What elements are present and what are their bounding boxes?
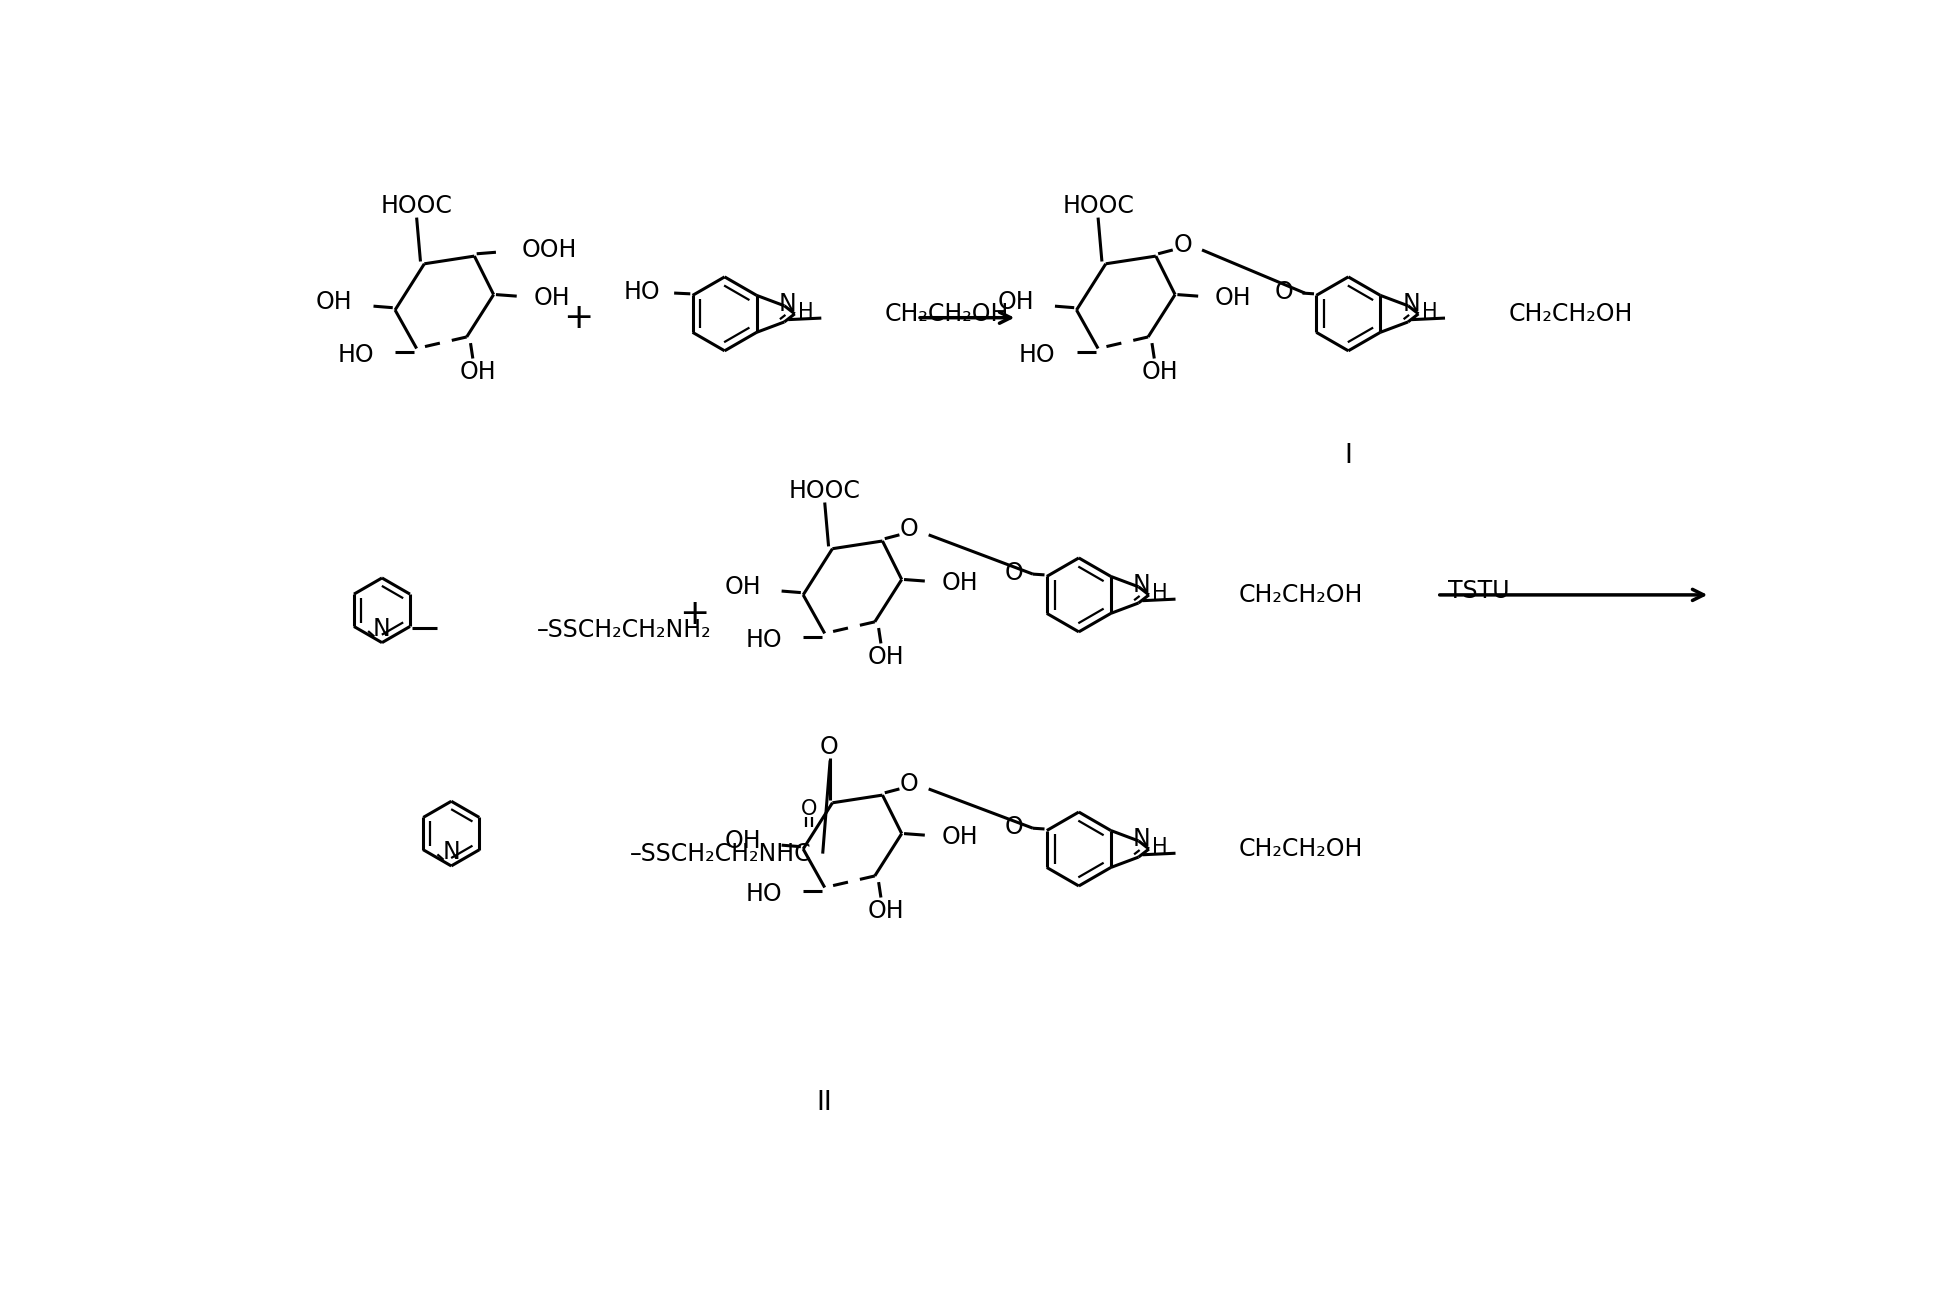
Text: O: O [818,736,838,759]
Text: OOH: OOH [522,238,578,261]
Text: HO: HO [624,280,661,303]
Text: HO: HO [747,881,781,906]
Text: H: H [1152,837,1167,857]
Text: O: O [900,517,919,541]
Text: OH: OH [316,290,353,315]
Text: CH₂CH₂OH: CH₂CH₂OH [1239,584,1363,607]
Text: +: + [562,300,593,334]
Text: N: N [1402,292,1419,316]
Text: +: + [679,597,710,632]
Text: O: O [1274,280,1293,303]
Text: OH: OH [942,572,979,595]
Text: OH: OH [869,645,906,668]
Text: N: N [1132,827,1150,852]
Text: O: O [900,772,919,796]
Text: OH: OH [460,360,496,384]
Text: O: O [1004,560,1024,585]
Text: –SSCH₂CH₂NHC: –SSCH₂CH₂NHC [630,841,811,866]
Text: HOOC: HOOC [1063,194,1134,218]
Text: OH: OH [533,286,570,311]
Text: H: H [1421,302,1437,322]
Text: HO: HO [1020,343,1055,367]
Text: OH: OH [723,829,760,853]
Text: I: I [1344,443,1351,469]
Text: H: H [799,302,814,322]
Text: H: H [1152,582,1167,603]
Text: OH: OH [997,290,1033,315]
Text: OH: OH [942,826,979,849]
Text: CH₂CH₂OH: CH₂CH₂OH [884,302,1008,326]
Text: HOOC: HOOC [789,478,861,503]
Text: CH₂CH₂OH: CH₂CH₂OH [1509,302,1633,326]
Text: N: N [779,292,797,316]
Text: II: II [816,1091,832,1117]
Text: O: O [1173,233,1192,256]
Text: OH: OH [1216,286,1253,311]
Text: CH₂CH₂OH: CH₂CH₂OH [1239,837,1363,862]
Text: HO: HO [337,343,374,367]
Text: HO: HO [747,628,781,651]
Text: HOOC: HOOC [380,194,452,218]
Text: O: O [801,800,816,819]
Text: O: O [1004,815,1024,838]
Text: OH: OH [723,575,760,599]
Text: TSTU: TSTU [1448,578,1510,603]
Text: –SSCH₂CH₂NH₂: –SSCH₂CH₂NH₂ [537,619,712,642]
Text: OH: OH [1142,360,1179,384]
Text: N: N [442,840,460,865]
Text: N: N [1132,573,1150,597]
Text: OH: OH [869,898,906,923]
Text: N: N [372,616,392,641]
